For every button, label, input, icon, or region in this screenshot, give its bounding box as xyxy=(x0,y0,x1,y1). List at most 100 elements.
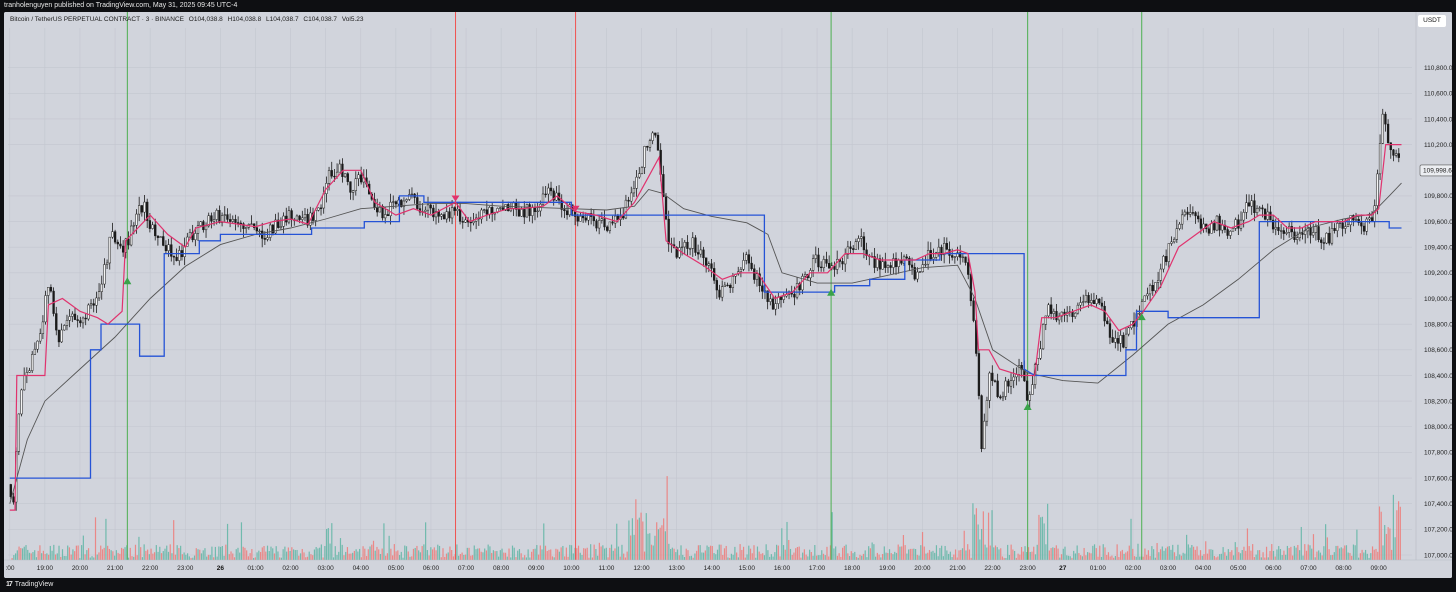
volume-bar xyxy=(939,548,941,560)
candle-body xyxy=(811,258,815,271)
candle-body xyxy=(1116,338,1120,344)
volume-bar xyxy=(908,549,910,560)
volume-bar xyxy=(1040,517,1042,560)
candle-body xyxy=(1186,211,1189,215)
candle-body xyxy=(170,244,173,257)
volume-bar xyxy=(1151,546,1153,560)
volume-bar xyxy=(216,556,218,560)
volume-bar xyxy=(376,546,378,560)
volume-bar xyxy=(471,555,474,560)
volume-bar xyxy=(901,546,903,560)
volume-bar xyxy=(1055,545,1057,560)
volume-bar xyxy=(607,557,609,560)
candle-body xyxy=(523,209,526,218)
candle-body xyxy=(223,214,226,216)
volume-bar xyxy=(1064,546,1066,560)
volume-bar xyxy=(510,557,512,560)
candle-body xyxy=(1330,228,1334,244)
volume-bar xyxy=(492,550,494,560)
candle-body xyxy=(389,201,392,217)
volume-bar xyxy=(313,549,316,560)
candle-body xyxy=(424,209,427,212)
volume-bar xyxy=(998,549,1000,560)
candle-body xyxy=(127,238,130,246)
candle-body xyxy=(79,320,82,324)
candle-body xyxy=(234,219,237,223)
volume-bar xyxy=(284,546,286,560)
volume-bar xyxy=(1222,547,1224,560)
volume-bar xyxy=(378,549,380,560)
volume-bar xyxy=(1125,552,1127,560)
volume-bar xyxy=(466,547,468,560)
chart-panel[interactable]: 110,800.0 110,600.0 110,400.0 110,200.0 109,… xyxy=(4,12,1452,578)
candle-body xyxy=(1164,256,1168,262)
volume-bar xyxy=(675,552,677,560)
volume-bar xyxy=(240,522,243,560)
volume-bar xyxy=(880,557,882,560)
volume-bar xyxy=(1074,553,1077,560)
volume-bar xyxy=(848,556,851,560)
volume-bar xyxy=(593,544,595,560)
volume-bar xyxy=(706,545,708,560)
time-tick-label: 06:00 xyxy=(1265,565,1282,572)
volume-bar xyxy=(558,551,561,560)
candle-body xyxy=(937,246,940,253)
time-tick-label: 18:00 xyxy=(844,565,861,572)
price-tick-label: 109,800.0 xyxy=(1424,193,1452,200)
volume-bar xyxy=(588,557,590,560)
candle-body xyxy=(167,244,170,251)
volume-bar xyxy=(11,557,13,560)
candle-body xyxy=(881,261,884,270)
volume-bar xyxy=(41,553,43,560)
volume-bar xyxy=(398,555,401,560)
tradingview-logo[interactable]: 17 TradingView xyxy=(6,578,53,592)
volume-bar xyxy=(958,550,960,560)
volume-bar xyxy=(974,514,976,560)
time-tick-label: 13:00 xyxy=(669,565,686,572)
volume-bar xyxy=(744,557,746,560)
volume-bar xyxy=(647,533,649,560)
candle-body xyxy=(873,256,876,268)
time-tick-label: 20:00 xyxy=(72,565,89,572)
volume-bar xyxy=(345,551,347,560)
volume-bar xyxy=(221,545,223,560)
candle-body xyxy=(1362,225,1366,232)
volume-bar xyxy=(636,519,639,560)
volume-bar xyxy=(1106,554,1108,560)
volume-bar xyxy=(418,550,420,560)
volume-bar xyxy=(435,550,437,560)
volume-bar xyxy=(1022,551,1024,560)
volume-bar xyxy=(381,548,383,560)
volume-bar xyxy=(412,548,415,560)
volume-bar xyxy=(718,544,720,560)
volume-bar xyxy=(1283,550,1285,560)
volume-bar xyxy=(857,557,859,560)
candle-body xyxy=(164,245,168,251)
volume-bar xyxy=(822,553,825,560)
volume-bar xyxy=(383,523,385,560)
volume-bar xyxy=(44,554,46,560)
volume-bar xyxy=(482,552,484,560)
volume-bar xyxy=(91,556,93,560)
volume-bar xyxy=(346,547,349,560)
volume-bar xyxy=(567,556,569,560)
volume-bar xyxy=(876,552,878,560)
volume-bar xyxy=(362,546,364,560)
currency-button[interactable]: USDT xyxy=(1418,15,1446,27)
volume-bar xyxy=(913,548,915,560)
volume-bar xyxy=(199,549,201,560)
volume-bar xyxy=(1100,556,1103,560)
volume-bar xyxy=(133,556,135,560)
volume-bar xyxy=(1391,549,1393,560)
volume-bar xyxy=(23,546,25,560)
volume-bar xyxy=(934,552,936,560)
volume-bar xyxy=(572,553,574,560)
candle-body xyxy=(801,275,804,291)
volume-bar xyxy=(994,545,997,560)
volume-bar xyxy=(1234,542,1236,560)
price-chart[interactable]: 110,800.0 110,600.0 110,400.0 110,200.0 109,… xyxy=(4,12,1452,578)
candle-body xyxy=(782,295,785,300)
candle-body xyxy=(36,340,39,350)
candle-body xyxy=(41,321,45,334)
candle-body xyxy=(1100,302,1104,307)
